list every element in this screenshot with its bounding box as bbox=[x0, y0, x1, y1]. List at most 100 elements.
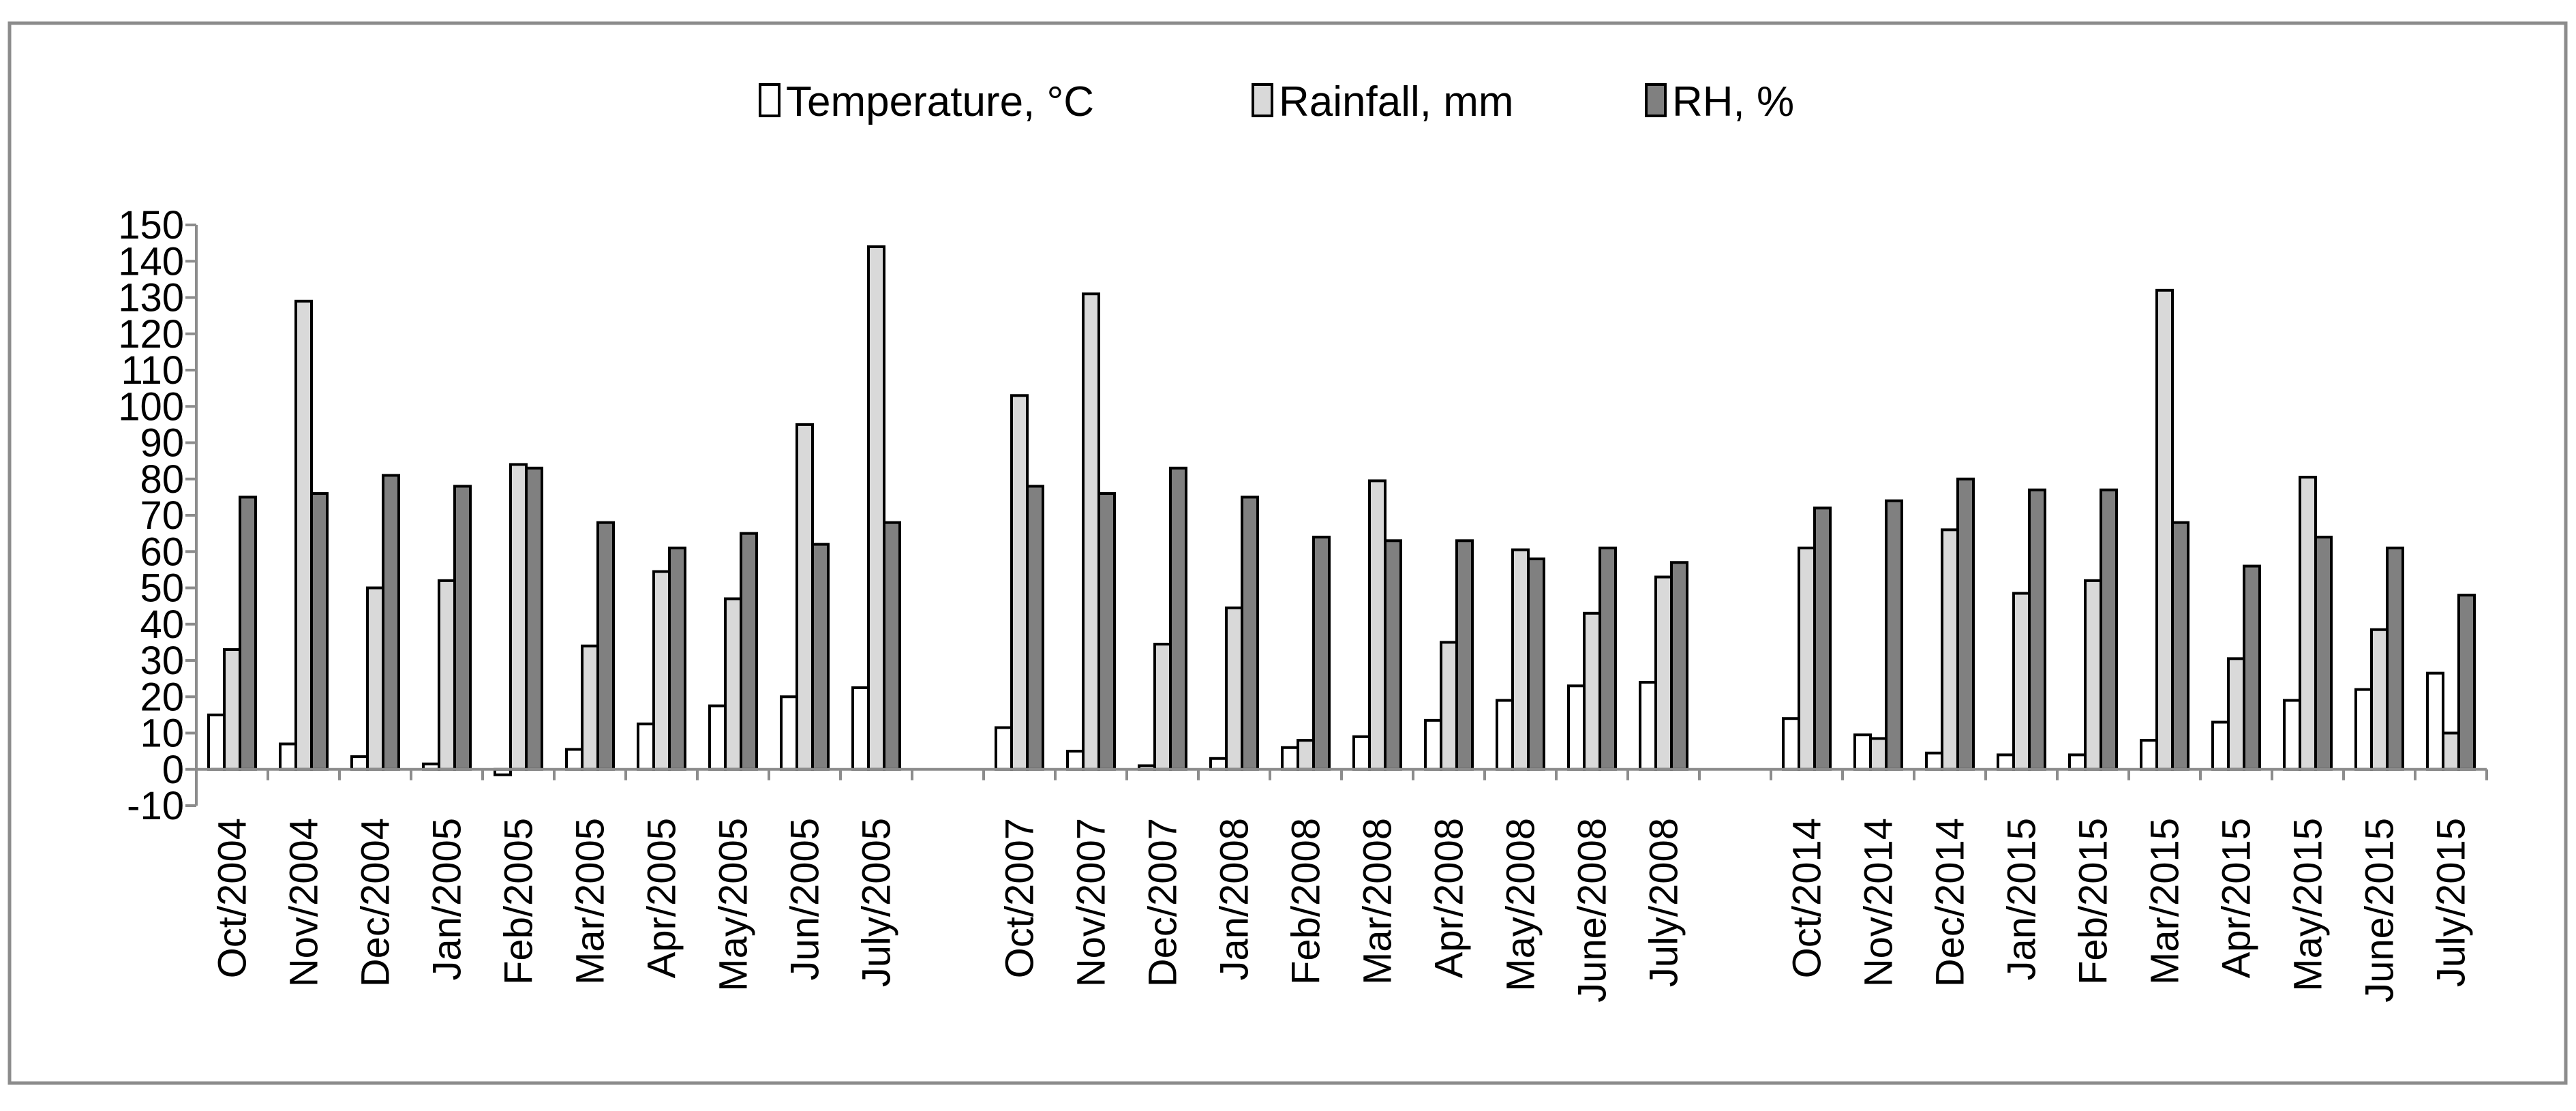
bar-rh-8 bbox=[811, 543, 830, 771]
x-tick-label: Nov/2007 bbox=[1070, 818, 1114, 987]
y-tick-label: 70 bbox=[140, 493, 184, 538]
bar-temperature-c-17 bbox=[1424, 718, 1442, 771]
bar-rh-17 bbox=[1455, 539, 1474, 771]
bar-temperature-c-7 bbox=[708, 704, 727, 771]
x-tick-label: Dec/2007 bbox=[1141, 818, 1185, 987]
bar-rh-23 bbox=[1885, 499, 1903, 771]
x-tick-label: Feb/2008 bbox=[1284, 818, 1329, 985]
x-tick-label: Jan/2008 bbox=[1213, 818, 1257, 981]
bar-temperature-c-5 bbox=[565, 748, 584, 771]
bar-rainfall-mm-25 bbox=[2012, 592, 2031, 771]
bar-rainfall-mm-1 bbox=[294, 299, 313, 771]
bar-rainfall-mm-23 bbox=[1869, 737, 1888, 771]
bar-rainfall-mm-5 bbox=[581, 644, 599, 771]
bar-rh-7 bbox=[740, 532, 758, 771]
bar-rainfall-mm-4 bbox=[509, 463, 528, 771]
bar-rh-18 bbox=[1527, 557, 1545, 771]
bar-temperature-c-23 bbox=[1853, 733, 1872, 771]
bar-temperature-c-22 bbox=[1782, 717, 1800, 771]
bar-rainfall-mm-11 bbox=[1010, 394, 1029, 771]
bar-rh-26 bbox=[2100, 488, 2118, 771]
x-tick-label: July/2015 bbox=[2429, 818, 2474, 987]
legend-label: RH, % bbox=[1672, 78, 1794, 125]
bar-temperature-c-16 bbox=[1352, 735, 1371, 771]
y-tick-label: 90 bbox=[140, 421, 184, 466]
bar-rainfall-mm-19 bbox=[1583, 611, 1601, 771]
bar-rh-31 bbox=[2457, 594, 2476, 771]
bar-temperature-c-18 bbox=[1496, 699, 1514, 771]
plot-area: -100102030405060708090100110120130140150… bbox=[118, 203, 2488, 1003]
bar-temperature-c-14 bbox=[1209, 757, 1228, 771]
bar-rainfall-mm-3 bbox=[438, 579, 456, 771]
bar-rainfall-mm-12 bbox=[1082, 292, 1100, 771]
x-tick-label: Feb/2015 bbox=[2072, 818, 2116, 985]
x-tick-label: June/2015 bbox=[2358, 818, 2402, 1003]
bar-rainfall-mm-0 bbox=[223, 648, 241, 771]
bar-rh-28 bbox=[2243, 564, 2261, 771]
bar-temperature-c-20 bbox=[1639, 680, 1657, 771]
x-tick-label: Jan/2015 bbox=[2000, 818, 2044, 981]
x-tick-label: Oct/2014 bbox=[1785, 818, 1830, 978]
bar-rh-4 bbox=[525, 466, 543, 771]
bar-rh-5 bbox=[596, 521, 615, 771]
x-tick-label: Mar/2015 bbox=[2143, 818, 2187, 985]
bar-rainfall-mm-18 bbox=[1511, 548, 1530, 771]
bar-temperature-c-19 bbox=[1567, 684, 1586, 771]
bar-temperature-c-12 bbox=[1066, 750, 1085, 771]
y-tick-label: 140 bbox=[118, 239, 184, 284]
y-tick-label: 130 bbox=[118, 276, 184, 320]
x-tick-label: Feb/2005 bbox=[497, 818, 541, 985]
bar-temperature-c-2 bbox=[350, 755, 369, 771]
bar-rainfall-mm-26 bbox=[2084, 579, 2102, 771]
bar-rh-11 bbox=[1026, 485, 1044, 771]
bar-rh-15 bbox=[1312, 535, 1331, 771]
legend-swatch bbox=[1252, 83, 1273, 117]
bar-temperature-c-15 bbox=[1281, 746, 1299, 771]
bar-rh-20 bbox=[1670, 561, 1688, 771]
bar-rh-19 bbox=[1598, 546, 1617, 771]
y-tick-label: 110 bbox=[121, 348, 184, 393]
legend-swatch bbox=[1645, 83, 1667, 117]
x-tick-label: May/2015 bbox=[2286, 818, 2331, 992]
y-tick-label: -10 bbox=[127, 784, 184, 828]
bar-rh-30 bbox=[2386, 546, 2404, 771]
bar-rainfall-mm-30 bbox=[2370, 628, 2389, 771]
bar-rainfall-mm-24 bbox=[1941, 528, 1959, 771]
x-tick-label: Jan/2005 bbox=[425, 818, 470, 981]
chart-border bbox=[7, 21, 2568, 1085]
bar-rh-1 bbox=[310, 492, 329, 771]
bar-temperature-c-30 bbox=[2354, 688, 2373, 771]
bar-rainfall-mm-22 bbox=[1798, 546, 1816, 771]
bar-rh-14 bbox=[1241, 496, 1259, 771]
legend-swatch bbox=[759, 83, 781, 117]
bar-rainfall-mm-17 bbox=[1440, 641, 1458, 771]
y-tick-label: 10 bbox=[140, 712, 184, 756]
bar-rh-16 bbox=[1384, 539, 1402, 771]
bar-rainfall-mm-6 bbox=[652, 570, 671, 771]
x-tick-label: Oct/2007 bbox=[998, 818, 1042, 978]
bar-temperature-c-8 bbox=[780, 695, 798, 771]
bar-rh-12 bbox=[1097, 492, 1116, 771]
bar-rainfall-mm-20 bbox=[1654, 575, 1673, 771]
y-tick-label: 0 bbox=[162, 748, 184, 792]
x-tick-label: Apr/2015 bbox=[2215, 818, 2259, 978]
bar-rh-0 bbox=[239, 496, 257, 771]
bar-rh-9 bbox=[883, 521, 901, 771]
x-tick-label: Mar/2005 bbox=[569, 818, 613, 985]
bar-temperature-c-0 bbox=[207, 713, 226, 771]
bar-rh-3 bbox=[453, 485, 472, 771]
bar-temperature-c-11 bbox=[995, 726, 1013, 771]
bar-rainfall-mm-16 bbox=[1368, 479, 1387, 771]
bar-rainfall-mm-28 bbox=[2227, 657, 2245, 771]
y-tick-label: 30 bbox=[140, 639, 184, 683]
y-tick-label: 20 bbox=[140, 675, 184, 719]
x-tick-label: Dec/2004 bbox=[354, 818, 398, 987]
bar-temperature-c-1 bbox=[279, 742, 297, 771]
legend-label: Rainfall, mm bbox=[1279, 78, 1514, 125]
bar-temperature-c-28 bbox=[2211, 720, 2230, 771]
x-tick-label: Nov/2004 bbox=[282, 818, 327, 987]
legend: Temperature, °C Rainfall, mm RH, % bbox=[759, 78, 1794, 125]
y-tick-label: 100 bbox=[118, 384, 184, 429]
x-tick-label: Dec/2014 bbox=[1928, 818, 1973, 987]
